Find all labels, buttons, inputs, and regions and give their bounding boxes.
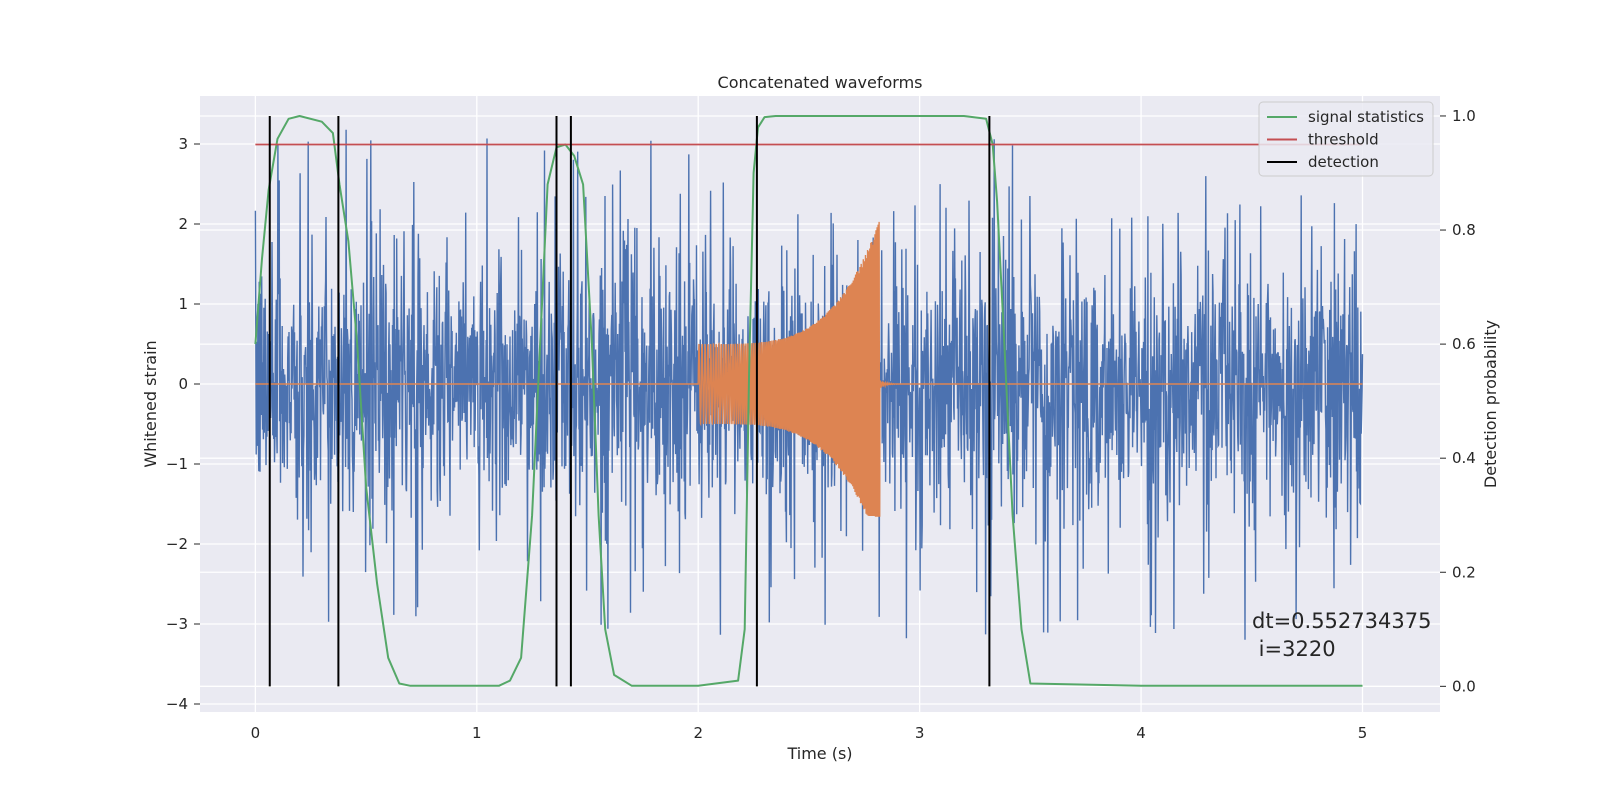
legend-entry-label: detection	[1308, 153, 1379, 171]
y-tick-label: 3	[178, 135, 188, 153]
y-tick-label: 2	[178, 215, 188, 233]
y2-tick-label: 0.6	[1452, 335, 1476, 353]
y-tick-label: −3	[166, 615, 188, 633]
x-tick-label: 3	[915, 724, 925, 742]
legend-entry-label: threshold	[1308, 131, 1379, 149]
annotation-dt: dt=0.552734375	[1252, 609, 1431, 633]
strain-noise-line	[254, 129, 1364, 640]
y2-tick-label: 1.0	[1452, 107, 1476, 125]
plot-area	[254, 115, 1364, 687]
x-tick-label: 2	[693, 724, 703, 742]
y-axis-label: Whitened strain	[141, 340, 160, 467]
axes-labels: 0 1 2 3 4 5 −4 −3 −2 −1 0 1 2 3 0.0 0.2 0.4 0.6 0.8 1.0	[166, 107, 1476, 742]
y-tick-label: 0	[178, 375, 188, 393]
y2-tick-label: 0.8	[1452, 221, 1476, 239]
y-tick-label: −4	[166, 695, 188, 713]
signal-statistics-line	[254, 115, 1363, 687]
y2-tick-label: 0.0	[1452, 677, 1476, 695]
y2-tick-label: 0.4	[1452, 449, 1476, 467]
chart-title: Concatenated waveforms	[718, 73, 923, 92]
y-tick-label: −2	[166, 535, 188, 553]
legend: signal statistics threshold detection	[1258, 101, 1434, 177]
legend-box	[1258, 101, 1434, 177]
x-tick-label: 1	[472, 724, 482, 742]
x-tick-label: 5	[1358, 724, 1368, 742]
y2-tick-label: 0.2	[1452, 563, 1476, 581]
x-axis-label: Time (s)	[786, 744, 852, 763]
annotation-i: i=3220	[1252, 637, 1336, 661]
x-tick-label: 4	[1136, 724, 1146, 742]
injected-waveform-line	[255, 221, 1363, 517]
x-tick-label: 0	[251, 724, 261, 742]
y-tick-label: 1	[178, 295, 188, 313]
legend-entry-label: signal statistics	[1308, 108, 1424, 126]
y-tick-label: −1	[166, 455, 188, 473]
y2-axis-label: Detection probability	[1481, 320, 1500, 488]
